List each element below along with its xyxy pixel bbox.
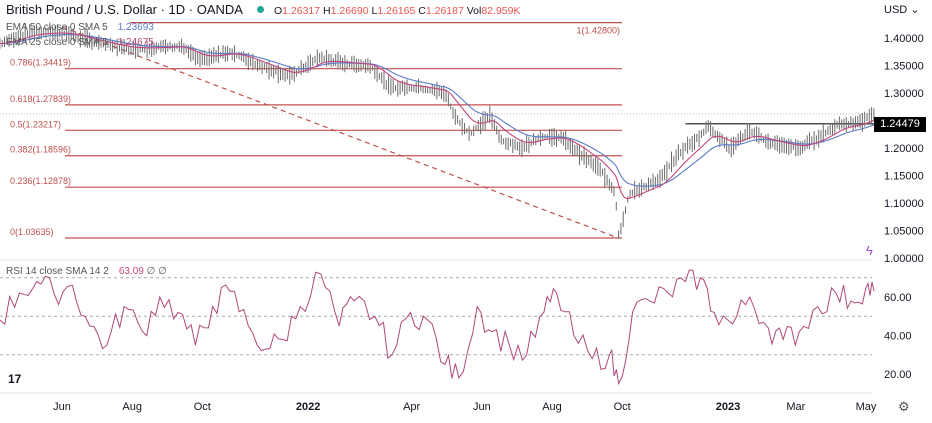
fib-level-label: 0.236(1.12878) [10, 176, 71, 186]
last-price-label: 1.24479 [874, 117, 926, 132]
dashed-trendline [61, 26, 619, 239]
time-tick: Oct [194, 401, 211, 413]
time-tick: Jun [53, 401, 71, 413]
lightning-icon[interactable]: ϟ [866, 243, 873, 258]
fib-level-label: 1(1.42800) [576, 26, 620, 36]
ema25-line [0, 32, 875, 200]
ema50-legend[interactable]: EMA 50 close 0 SMA 5 1.23693 [6, 22, 154, 33]
time-tick: Oct [614, 401, 631, 413]
price-tick: 1.30000 [884, 88, 924, 100]
time-tick: 2023 [716, 401, 740, 413]
time-tick: Aug [542, 401, 562, 413]
price-tick: 1.05000 [884, 226, 924, 238]
price-tick: 1.00000 [884, 253, 924, 265]
time-tick: Apr [403, 401, 420, 413]
settings-gear-icon[interactable]: ⚙ [898, 399, 910, 414]
rsi-tick: 20.00 [884, 369, 912, 381]
time-tick: Aug [122, 401, 142, 413]
chart-header: British Pound / U.S. Dollar · 1D · OANDA… [6, 2, 520, 17]
ema50-line [0, 33, 875, 187]
rsi-line [0, 269, 875, 386]
price-tick: 1.35000 [884, 61, 924, 73]
currency-selector[interactable]: USD ⌄ [884, 4, 920, 16]
rsi-tick: 40.00 [884, 331, 912, 343]
time-tick: 2022 [296, 401, 320, 413]
price-tick: 1.40000 [884, 33, 924, 45]
price-tick: 1.20000 [884, 143, 924, 155]
tradingview-logo: 17 [8, 372, 22, 386]
market-status-dot [256, 6, 264, 13]
fib-level-label: 0.786(1.34419) [10, 58, 71, 68]
time-tick: Jun [473, 401, 491, 413]
fib-level-label: 0(1.03635) [10, 227, 54, 237]
rsi-legend[interactable]: RSI 14 close SMA 14 2 63.09 ∅ ∅ [6, 266, 167, 277]
fib-level-label: 0.382(1.18596) [10, 145, 71, 155]
time-tick: Mar [786, 401, 805, 413]
price-tick: 1.15000 [884, 171, 924, 183]
fib-level-label: 0.618(1.27839) [10, 94, 71, 104]
price-tick: 1.10000 [884, 198, 924, 210]
fib-level-label: 0.5(1.23217) [10, 119, 61, 129]
symbol-title[interactable]: British Pound / U.S. Dollar · 1D · OANDA [6, 2, 243, 17]
ohlc-readout: O1.26317 H1.26690 L1.26165 C1.26187 Vol8… [273, 5, 521, 17]
ema25-legend[interactable]: EMA 25 close 0 SMA 5 1.24675 [6, 37, 154, 48]
time-tick: May [856, 401, 877, 413]
rsi-tick: 60.00 [884, 292, 912, 304]
